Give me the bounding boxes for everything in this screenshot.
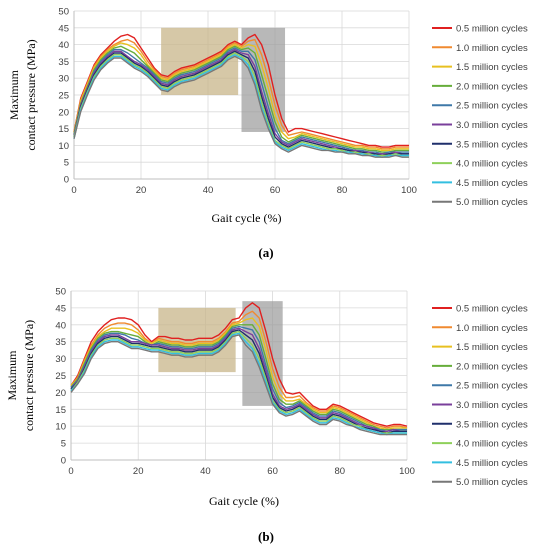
y-tick-label: 35 [55, 337, 66, 348]
legend-label: 0.5 million cycles [456, 304, 528, 315]
legend-label: 1.0 million cycles [456, 323, 528, 334]
series-line-8 [70, 330, 407, 434]
y-tick-label: 25 [58, 91, 69, 102]
y-axis-label-line-1: Maximum [7, 69, 21, 120]
y-tick-label: 5 [64, 158, 69, 169]
series-line-5 [70, 325, 407, 432]
y-tick-label: 25 [55, 371, 66, 382]
legend-label: 4.5 million cycles [456, 178, 528, 189]
legend-label: 5.0 million cycles [456, 477, 528, 488]
y-tick-label: 35 [58, 57, 69, 68]
legend-label: 3.5 million cycles [456, 419, 528, 430]
series-line-4 [73, 45, 409, 153]
y-tick-label: 45 [58, 23, 69, 34]
x-tick-label: 100 [399, 466, 415, 477]
y-tick-label: 20 [58, 107, 69, 118]
legend-label: 1.5 million cycles [456, 342, 528, 353]
legend-label: 2.0 million cycles [456, 361, 528, 372]
legend-label: 4.5 million cycles [456, 458, 528, 469]
y-axis-label-line-2: contact pressure (MPa) [22, 320, 36, 431]
y-tick-label: 45 [55, 303, 66, 314]
legend-label: 2.0 million cycles [456, 81, 528, 92]
y-axis-label-line-1: Maximum [5, 350, 19, 401]
legend-label: 4.0 million cycles [456, 439, 528, 450]
x-tick-label: 0 [71, 185, 76, 196]
series-line-10 [73, 55, 409, 158]
y-tick-label: 40 [55, 320, 66, 331]
series-line-4 [70, 324, 407, 431]
y-tick-label: 20 [55, 388, 66, 399]
legend-label: 5.0 million cycles [456, 197, 528, 208]
legend-label: 2.5 million cycles [456, 381, 528, 392]
y-tick-label: 5 [61, 439, 66, 450]
x-tick-label: 40 [200, 466, 211, 477]
y-tick-label: 10 [55, 422, 66, 433]
y-tick-label: 30 [58, 74, 69, 85]
x-tick-label: 60 [267, 466, 278, 477]
series-line-6 [70, 327, 407, 432]
y-tick-label: 0 [61, 456, 66, 467]
y-tick-label: 40 [58, 40, 69, 51]
y-tick-label: 30 [55, 354, 66, 365]
series-line-10 [70, 334, 407, 436]
series-line-3 [73, 42, 409, 152]
legend: 0.5 million cycles 1.0 million cycles 1.5 … [432, 24, 528, 208]
panel-label: (a) [258, 245, 273, 260]
series-line-3 [70, 317, 407, 431]
legend: 0.5 million cycles 1.0 million cycles 1.5 … [432, 304, 528, 488]
x-tick-label: 80 [335, 466, 346, 477]
x-tick-label: 100 [401, 185, 417, 196]
chart-panel-a: 0 5 10 15 20 25 30 35 40 45 50 0 20 40 60 80 100 Gait cyc… [7, 7, 528, 261]
series-line-8 [73, 52, 409, 157]
y-tick-label: 15 [58, 124, 69, 135]
series-line-1 [70, 302, 408, 427]
legend-label: 3.0 million cycles [456, 400, 528, 411]
x-axis-label: Gait cycle (%) [212, 211, 282, 225]
x-axis-label: Gait cycle (%) [209, 494, 279, 508]
series-line-2 [73, 38, 409, 150]
legend-label: 3.0 million cycles [456, 120, 528, 131]
x-tick-label: 20 [133, 466, 144, 477]
x-tick-label: 60 [270, 185, 281, 196]
legend-label: 4.0 million cycles [456, 159, 528, 170]
series-line-2 [70, 310, 408, 429]
x-tick-label: 20 [136, 185, 147, 196]
x-tick-label: 40 [203, 185, 214, 196]
y-tick-label: 10 [58, 141, 69, 152]
series-line-7 [70, 329, 407, 434]
y-tick-label: 50 [55, 287, 66, 298]
y-tick-label: 15 [55, 405, 66, 416]
x-tick-label: 0 [68, 466, 73, 477]
legend-label: 3.5 million cycles [456, 139, 528, 150]
y-tick-label: 0 [64, 175, 69, 186]
chart-panel-b: 0 5 10 15 20 25 30 35 40 45 50 0 20 40 60 80 100 Gait cyc… [5, 287, 528, 545]
y-axis-label-line-2: contact pressure (MPa) [24, 39, 38, 150]
legend-label: 2.5 million cycles [456, 101, 528, 112]
panel-label: (b) [258, 529, 274, 544]
legend-label: 0.5 million cycles [456, 24, 528, 35]
series-line-6 [73, 48, 409, 155]
legend-label: 1.0 million cycles [456, 43, 528, 54]
x-tick-label: 80 [337, 185, 348, 196]
legend-label: 1.5 million cycles [456, 62, 528, 73]
y-tick-label: 50 [58, 7, 69, 18]
series-line-1 [73, 33, 409, 148]
